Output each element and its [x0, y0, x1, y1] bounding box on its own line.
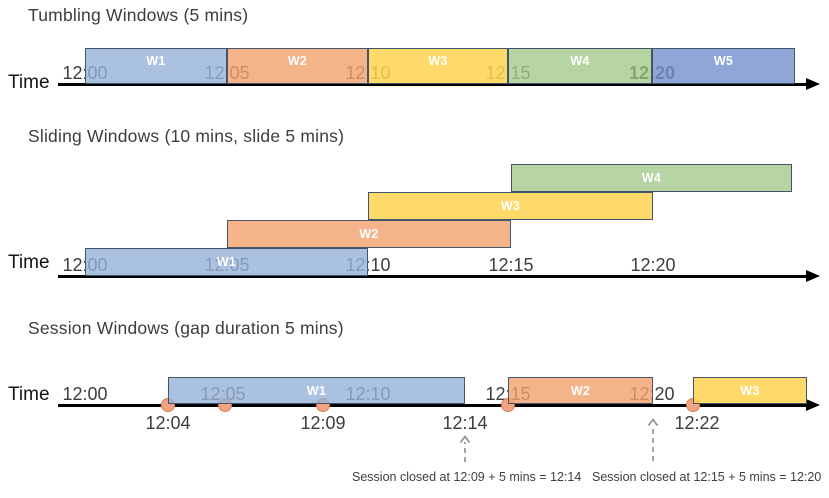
sliding-window-box: W2 — [227, 220, 511, 248]
sliding-window-label: W4 — [641, 171, 662, 185]
session-window-label: W2 — [570, 383, 591, 398]
tumbling-timeline — [58, 83, 806, 86]
session-window-label: W3 — [740, 383, 760, 398]
sliding-timeline — [58, 275, 806, 278]
session-timeline-arrowhead-icon — [806, 398, 820, 411]
sliding-tick-label: 12:20 — [630, 255, 676, 275]
sliding-window-label: W3 — [500, 199, 521, 213]
session-closed-arrow-icon — [459, 435, 471, 462]
session-closed-annotation: Session closed at 12:15 + 5 mins = 12:20 — [592, 470, 822, 484]
sliding-tick-label: 12:15 — [488, 255, 534, 275]
sliding-window-box: W3 — [368, 192, 653, 220]
tumbling-window-label: W2 — [287, 53, 308, 68]
session-tick-label: 12:00 — [62, 384, 108, 404]
sliding-time-axis-label: Time — [8, 252, 50, 273]
tumbling-window-box: W3 — [368, 48, 508, 84]
tumbling-window-label: W4 — [570, 53, 590, 68]
tumbling-window-box: W4 — [508, 48, 652, 84]
session-window-box: W2 — [508, 377, 653, 404]
session-closed-arrow-icon — [647, 418, 659, 461]
session-event-time-label: 12:09 — [300, 413, 346, 433]
sliding-section-title: Sliding Windows (10 mins, slide 5 mins) — [28, 126, 345, 146]
tumbling-window-box: W2 — [227, 48, 368, 84]
session-timeline — [58, 404, 806, 407]
session-section-title: Session Windows (gap duration 5 mins) — [28, 318, 344, 338]
tumbling-window-box: W5 — [652, 48, 795, 84]
tumbling-window-label: W3 — [428, 53, 448, 68]
tumbling-section-title: Tumbling Windows (5 mins) — [28, 5, 249, 25]
session-time-axis-label: Time — [8, 384, 50, 405]
session-event-time-label: 12:14 — [442, 413, 488, 433]
sliding-window-label: W1 — [216, 255, 237, 269]
tumbling-time-axis-label: Time — [8, 72, 50, 93]
sliding-window-box: W4 — [511, 164, 792, 192]
session-event-time-label: 12:04 — [145, 413, 191, 433]
session-window-box: W3 — [693, 377, 807, 404]
sliding-timeline-arrowhead-icon — [806, 269, 820, 282]
session-window-box: W1 — [168, 377, 465, 404]
tumbling-timeline-arrowhead-icon — [806, 77, 820, 90]
session-closed-annotation: Session closed at 12:09 + 5 mins = 12:14 — [352, 470, 582, 484]
sliding-window-label: W2 — [359, 227, 379, 241]
session-event-time-label: 12:22 — [674, 413, 720, 433]
tumbling-window-label: W5 — [713, 53, 734, 68]
tumbling-window-label: W1 — [146, 53, 166, 68]
tumbling-window-box: W1 — [85, 48, 227, 84]
session-window-label: W1 — [306, 383, 327, 398]
sliding-window-box: W1 — [85, 248, 368, 276]
